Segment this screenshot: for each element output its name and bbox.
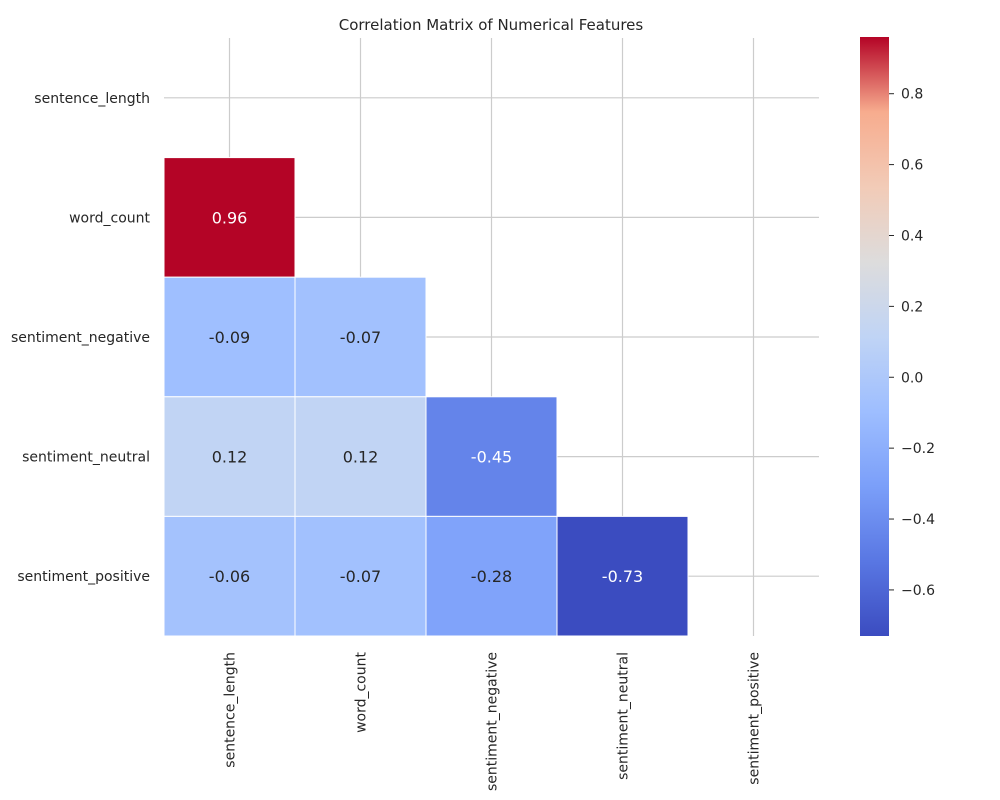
column-labels: sentence_length word_count sentiment_negat… (223, 652, 763, 792)
cell-value-label: -0.07 (340, 567, 381, 586)
heatmap-cell (163, 276, 296, 398)
colorbar-tick-label: −0.2 (901, 441, 935, 457)
colorbar-tick-label: −0.4 (901, 512, 935, 528)
cell-value-label: 0.12 (212, 448, 248, 467)
heatmap-cell (163, 157, 296, 278)
heatmap-cells: 0.96 -0.09 -0.07 0.12 0.12 -0.45 -0.06 -0.07 -0.… (163, 157, 689, 637)
heatmap-cell (425, 396, 558, 517)
colorbar-tick-label: −0.6 (901, 583, 935, 599)
column-label: sentiment_negative (485, 652, 501, 791)
heatmap-cell (294, 515, 427, 637)
cell-value-label: -0.06 (209, 567, 250, 586)
chart-title: Correlation Matrix of Numerical Features (339, 16, 644, 34)
heatmap-cell (556, 515, 689, 637)
colorbar-gradient (860, 37, 889, 636)
row-label: sentiment_negative (11, 330, 150, 346)
cell-value-label: 0.12 (343, 448, 379, 467)
column-label: sentence_length (223, 652, 239, 768)
cell-value-label: -0.28 (471, 567, 512, 586)
heatmap-cell (294, 396, 427, 517)
cell-value-label: 0.96 (212, 208, 248, 227)
row-label: sentiment_neutral (22, 450, 150, 466)
cell-value-label: -0.07 (340, 328, 381, 347)
row-label: word_count (69, 210, 150, 226)
column-label: sentiment_neutral (616, 652, 632, 780)
colorbar-tick-label: 0.8 (901, 87, 923, 103)
cell-value-label: -0.45 (471, 448, 512, 467)
colorbar-tick-label: 0.2 (901, 299, 923, 315)
row-label: sentiment_positive (17, 569, 150, 585)
cell-value-label: -0.09 (209, 328, 250, 347)
row-label: sentence_length (34, 91, 150, 107)
column-label: word_count (354, 652, 370, 733)
colorbar-tick-label: 0.0 (901, 370, 923, 386)
colorbar: 0.8 0.6 0.4 0.2 0.0 −0.2 −0.4 −0.6 (860, 37, 935, 636)
column-label: sentiment_positive (747, 652, 763, 785)
colorbar-tick-label: 0.6 (901, 158, 923, 174)
heatmap-cell (425, 515, 558, 637)
row-labels: sentence_length word_count sentiment_negat… (11, 91, 151, 585)
heatmap-cell (163, 515, 296, 637)
colorbar-tick-label: 0.4 (901, 228, 923, 244)
cell-value-label: -0.73 (602, 567, 643, 586)
heatmap-cell (163, 396, 296, 517)
